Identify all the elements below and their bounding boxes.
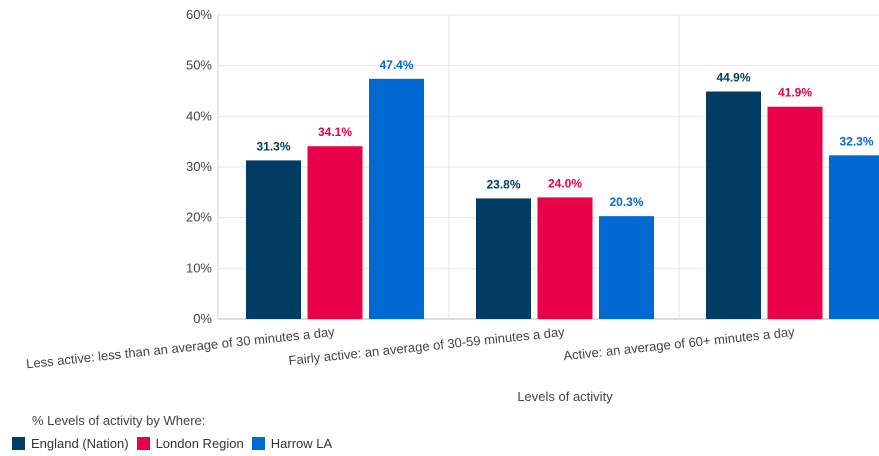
- bar: [476, 198, 531, 319]
- y-tick-label: 20%: [186, 210, 212, 225]
- legend-swatch-england: [12, 437, 25, 450]
- bar: [706, 91, 761, 319]
- legend: England (Nation) London Region Harrow LA: [12, 436, 340, 451]
- bar: [307, 146, 363, 319]
- legend-title: % Levels of activity by Where:: [32, 413, 206, 428]
- bar: [829, 155, 879, 319]
- data-label: 41.9%: [778, 86, 812, 100]
- x-category-label: Active: an average of 60+ minutes a day: [563, 324, 796, 363]
- y-tick-label: 30%: [186, 159, 212, 174]
- legend-swatch-harrow: [251, 437, 265, 450]
- data-label: 23.8%: [486, 177, 520, 191]
- data-label: 31.3%: [256, 139, 290, 153]
- y-axis-tick-labels: 0% 10% 20% 30% 40% 50% 60%: [186, 7, 212, 326]
- x-axis-category-labels: Less active: less than an average of 30 …: [25, 324, 795, 371]
- y-tick-label: 60%: [186, 7, 212, 22]
- bar: [599, 216, 654, 319]
- bar: [369, 78, 424, 319]
- data-labels: 31.3% 34.1% 47.4% 23.8% 24.0% 20.3% 44.9% 41.9%…: [256, 58, 873, 209]
- data-label: 34.1%: [318, 125, 352, 139]
- legend-item-harrow[interactable]: Harrow LA: [251, 436, 333, 451]
- x-axis-title: Levels of activity: [517, 389, 613, 404]
- data-label: 24.0%: [548, 176, 582, 190]
- data-label: 44.9%: [716, 71, 750, 85]
- legend-label-london: London Region: [155, 436, 244, 451]
- bar: [767, 106, 823, 319]
- legend-label-england: England (Nation): [31, 436, 129, 451]
- bars: [246, 78, 879, 319]
- data-label: 32.3%: [839, 134, 873, 148]
- legend-item-london[interactable]: London Region: [136, 436, 244, 451]
- y-tick-label: 40%: [186, 108, 212, 123]
- legend-swatch-london: [136, 437, 150, 450]
- bar: [246, 160, 301, 319]
- y-tick-label: 0%: [193, 311, 212, 326]
- bar: [537, 197, 593, 319]
- legend-label-harrow: Harrow LA: [270, 436, 333, 451]
- data-label: 20.3%: [609, 195, 643, 209]
- legend-item-england[interactable]: England (Nation): [12, 436, 129, 451]
- y-tick-label: 50%: [186, 58, 212, 73]
- data-label: 47.4%: [379, 58, 413, 72]
- y-tick-label: 10%: [186, 260, 212, 275]
